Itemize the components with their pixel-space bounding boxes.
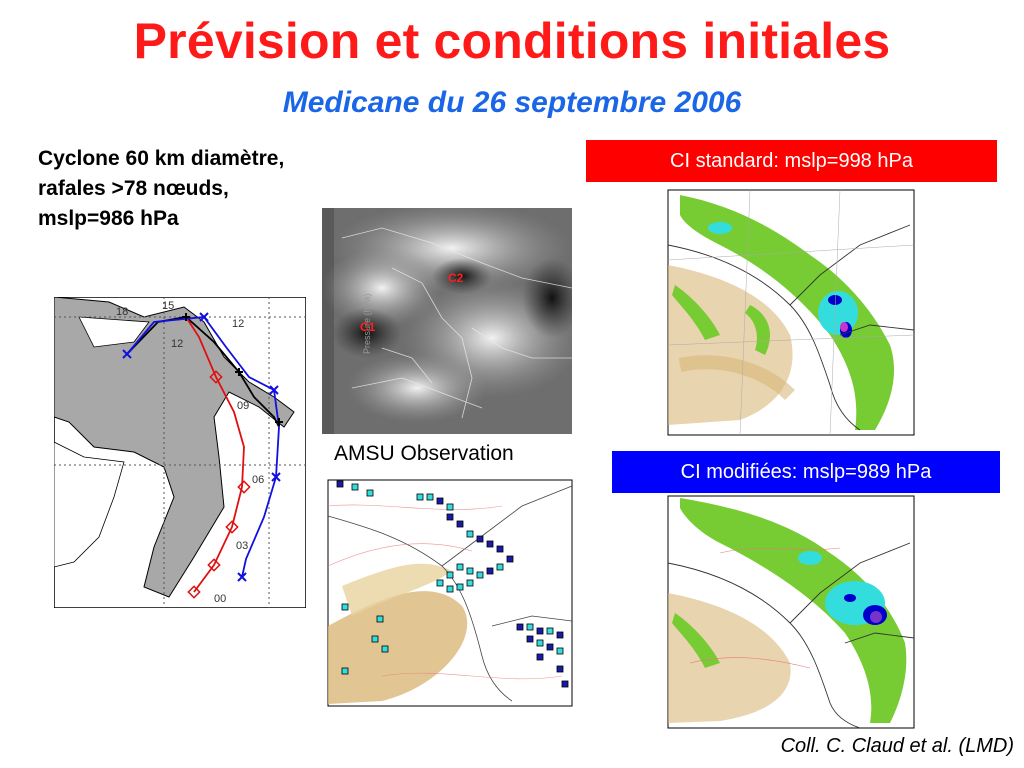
satellite-coastlines [341,227,572,419]
adriatic-area [78,316,150,348]
hour-label: 06 [252,474,264,486]
amsu-observation-label: AMSU Observation [334,442,514,465]
track-standard-markers [187,370,251,599]
hour-label: 00 [214,593,226,605]
sea-area [54,441,125,568]
hour-label: 18 [116,306,128,318]
ci-modified-coastlines [667,542,915,729]
ci-standard-coastlines [667,224,915,431]
precip-peak [840,322,848,332]
slide-subtitle: Medicane du 26 septembre 2006 [282,86,742,119]
summary-line-diameter: Cyclone 60 km diamètre, [38,147,285,170]
ci-standard-label: CI standard: mslp=998 hPa [586,140,997,182]
hour-label: 03 [236,540,248,552]
ci-modified-label: CI modifiées: mslp=989 hPa [612,451,1000,493]
dust-area [668,593,791,723]
cyclone-summary: Cyclone 60 km diamètre, rafales >78 nœud… [38,144,284,234]
credit-line: Coll. C. Claud et al. (LMD) [780,735,1014,757]
track-standard [185,316,245,593]
track-observed-markers [182,313,283,426]
precip-peak [870,611,882,623]
ci-modified-isobars [689,547,841,669]
italy-land [54,297,295,598]
hour-label: 12 [232,318,244,330]
amsu-pixels [336,480,569,688]
summary-line-gusts: rafales >78 nœuds, [38,177,229,200]
slide-title: Prévision et conditions initiales [133,13,891,69]
hour-label: 15 [162,300,174,312]
satellite-image: Pressure (hPa) C2 C1 [322,208,572,434]
cyclone-label-c2: C2 [448,271,464,285]
cyclone-track-map: 18 15 12 12 09 06 03 00 [54,297,306,608]
map-grid [54,297,306,608]
hour-label: 12 [171,338,183,350]
track-modified-markers [122,312,281,582]
hour-label: 09 [237,400,249,412]
pressure-axis-caption: Pressure (hPa) [362,293,372,354]
cyclone-label-c1: C1 [360,320,376,334]
dust-area [342,563,452,616]
dust-area [678,355,795,401]
summary-line-mslp: mslp=986 hPa [38,207,179,230]
ci-standard-forecast-map [660,185,920,440]
dust-area [668,265,793,425]
ci-standard-grid [667,189,915,436]
amsu-isobars [327,504,563,680]
dust-area [328,591,468,704]
ci-modified-forecast-map [660,493,920,733]
amsu-observation-map [322,476,578,718]
